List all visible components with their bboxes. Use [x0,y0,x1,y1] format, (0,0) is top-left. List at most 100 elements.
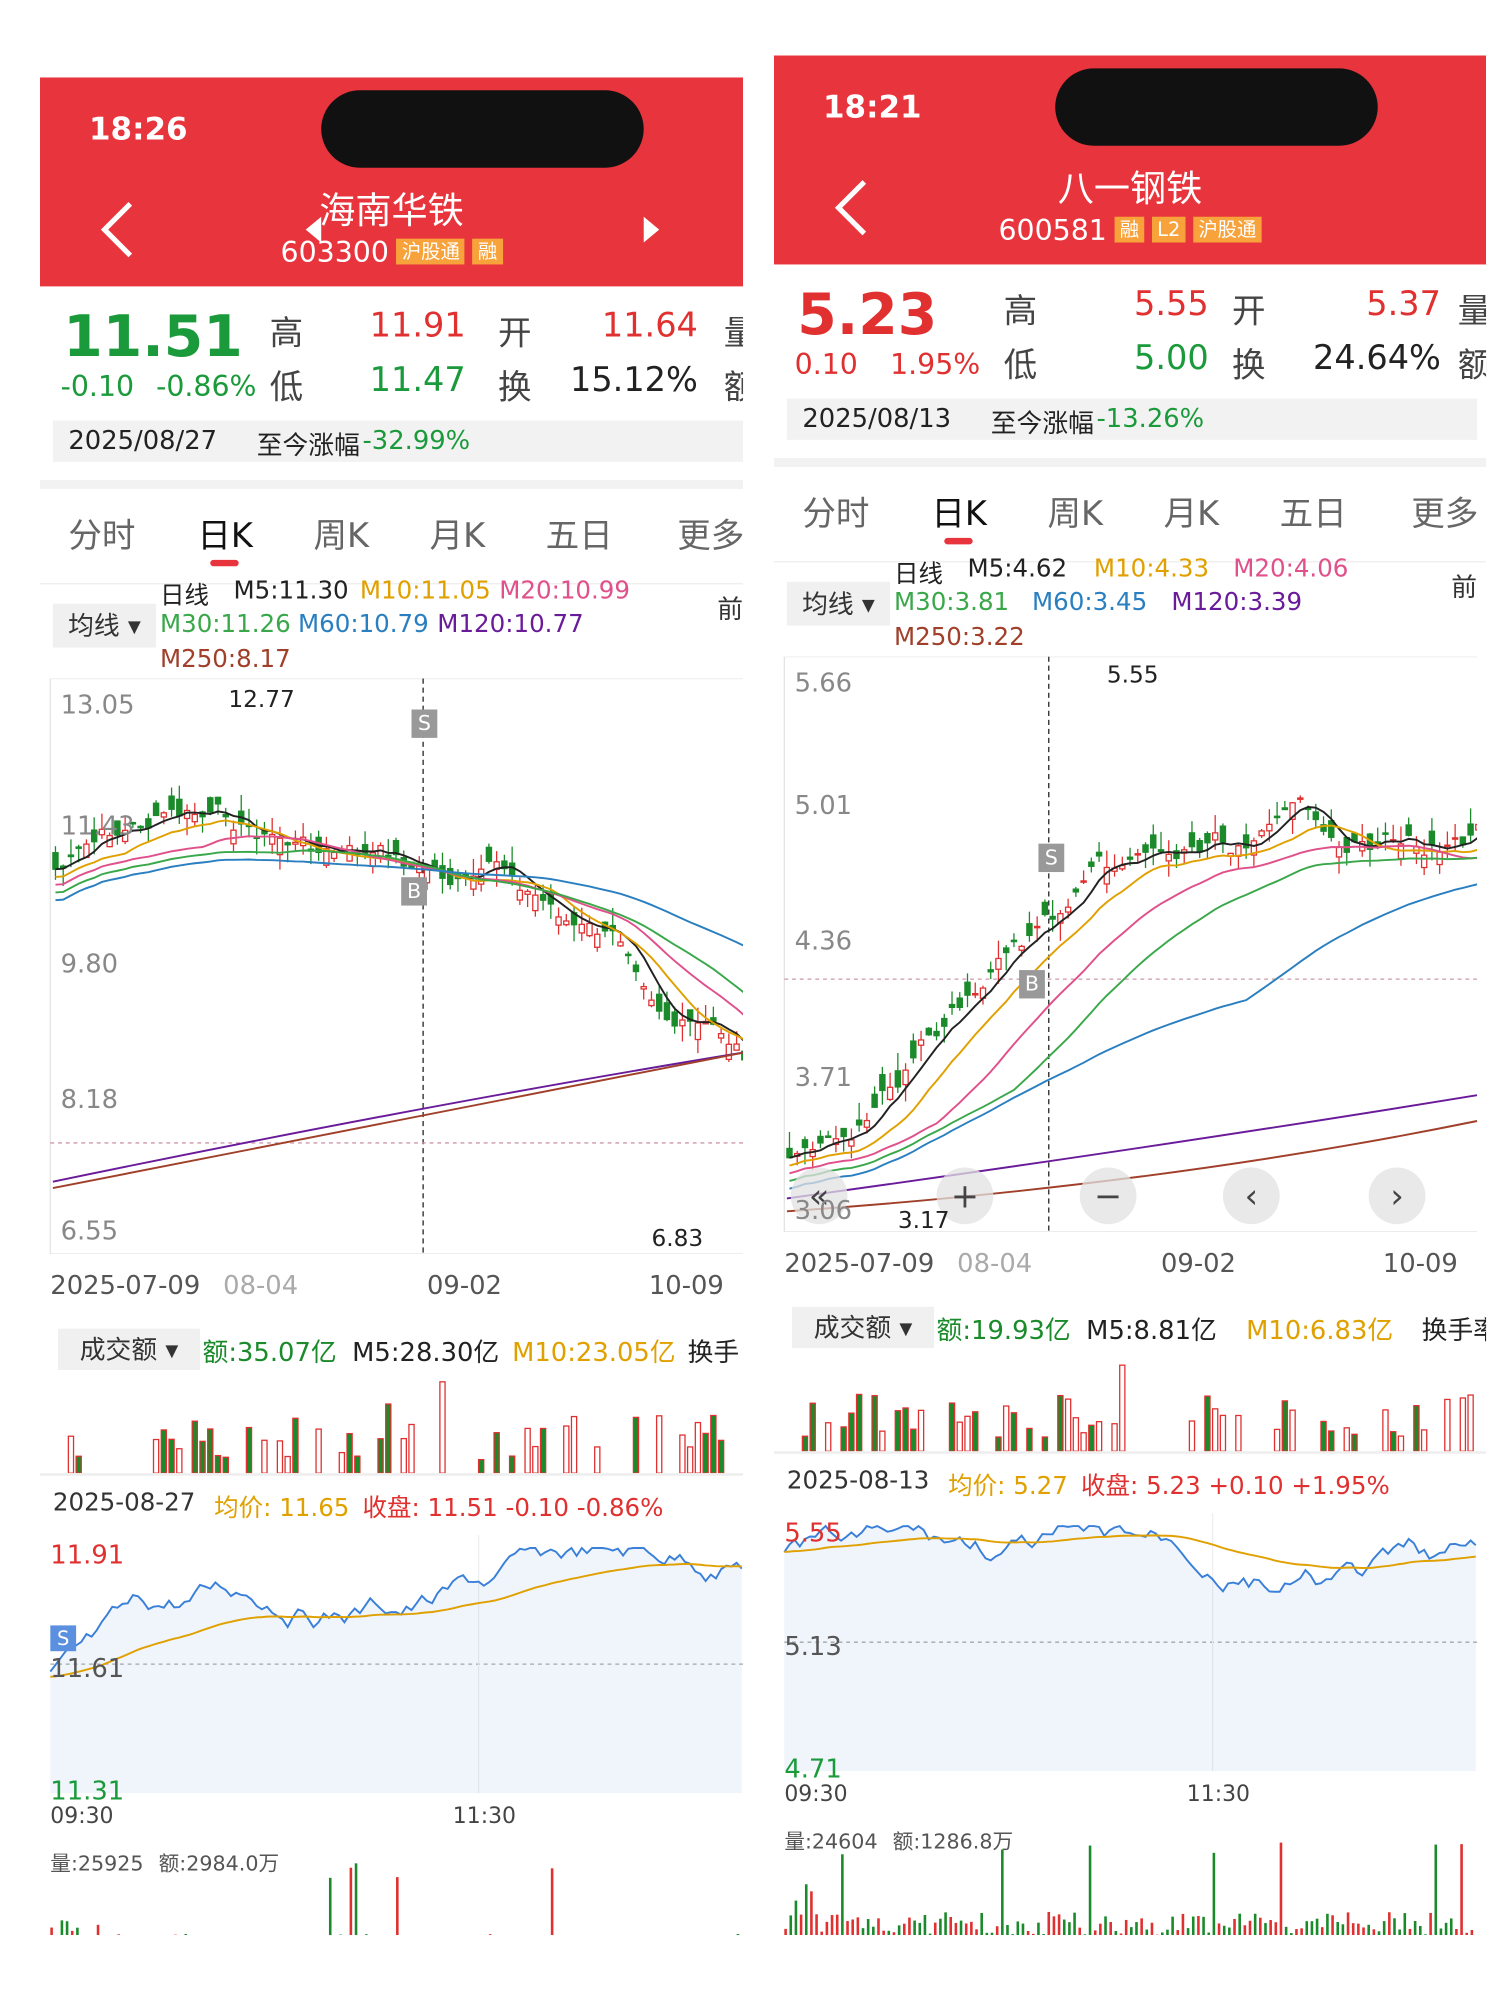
candle [1451,837,1459,840]
volume-selector[interactable]: 成交额 ▾ [792,1306,934,1349]
tab[interactable]: 月K [1163,495,1220,535]
volume-bar [315,1428,322,1474]
quote-value: 15.12% [569,361,698,400]
tab[interactable]: 月K [429,517,486,556]
volume-bar [1171,1916,1174,1936]
candle [276,837,284,856]
volume-bar [50,1927,53,1935]
intraday-avg: 均价: 11.65 [214,1493,350,1523]
volume-bar [887,1930,891,1936]
tab[interactable]: 五日 [1279,495,1347,535]
volume-bar [1444,1398,1451,1452]
tab-underline [210,559,239,567]
intraday-y-label: 11.61 [50,1652,125,1684]
prev-arrow [305,216,322,243]
tab[interactable]: 分时 [68,517,136,556]
volume-bar [1109,1922,1112,1936]
volume-bar [532,1445,539,1474]
volume-bar [594,1446,601,1474]
volume-bar [1186,1928,1190,1936]
volume-bar [1047,1911,1051,1936]
volume-bar [1351,1923,1355,1936]
volume-bar [1281,1400,1289,1452]
cum-label: 至今涨幅 [256,429,360,461]
volume-bar [1388,1912,1391,1936]
volume-bar [1145,1929,1149,1936]
cum-label: 至今涨幅 [990,407,1094,439]
intraday-amount: 额:1286.8万 [892,1829,1014,1854]
volume-legend-item: M10:23.05亿 [512,1336,676,1368]
back-arrow [100,201,133,258]
volume-bar [923,1915,927,1936]
volume-bar [866,1919,870,1936]
candle [1080,880,1087,883]
ma-legend-item: M60:3.45 [1032,588,1148,617]
chart-control-icon: « [809,1176,830,1215]
volume-legend-item: M5:28.30亿 [352,1336,500,1368]
candle [1405,824,1412,836]
separator [774,561,1487,563]
tab[interactable]: 周K [313,517,370,556]
volume-bar [970,1921,973,1936]
volume-bar [191,1420,199,1474]
volume-bar [524,1427,531,1474]
y-axis-label: 8.18 [60,1083,119,1115]
volume-selector[interactable]: 成交额 ▾ [58,1328,200,1370]
volume-bar [855,1393,863,1452]
volume-bar [354,1455,361,1474]
volume-bar [1264,1923,1267,1936]
tab[interactable]: 更多 [677,517,744,556]
candle [1033,925,1041,929]
volume-bar [1243,1925,1247,1936]
volume-bar [980,1912,983,1936]
tab[interactable]: 分时 [802,495,870,535]
volume-bar [1202,1916,1205,1936]
quote-value: 5.00 [1134,339,1209,378]
separator [39,479,744,489]
candle [446,867,454,886]
candle [987,969,994,973]
candle [1273,815,1281,819]
candle [886,1086,894,1101]
tab[interactable]: 更多 [1411,495,1479,535]
candle [632,964,640,973]
volume-bar [550,1868,554,1935]
candle [694,1022,702,1041]
ma-selector[interactable]: 均线 ▾ [52,603,157,648]
next-arrow [643,216,660,243]
low-note: 6.83 [651,1225,704,1253]
volume-bar [292,1417,299,1474]
candle [516,889,524,901]
ma-legend-item: M30:11.26 [159,610,291,639]
signal-marker: S [1038,843,1065,873]
quote-value: 11.47 [369,361,466,400]
tab[interactable]: 五日 [545,517,613,556]
chart-control-icon: ‹ [1245,1176,1258,1215]
volume-chart [801,1364,1474,1452]
low-note: 3.17 [897,1207,950,1235]
volume-bar [1095,1421,1103,1452]
tab[interactable]: 周K [1047,495,1104,535]
volume-bar [1217,1923,1221,1936]
tab[interactable]: 日K [931,495,987,535]
volume-bar [964,1415,971,1452]
y-axis-label: 6.55 [60,1215,119,1247]
quote-value: 24.64% [1313,339,1441,378]
quote-value: 5.55 [1134,285,1209,324]
volume-bar [1455,1928,1458,1936]
volume-bar [276,1440,284,1474]
volume-bar [846,1921,849,1936]
volume-bar [488,1934,492,1935]
ma-selector[interactable]: 均线 ▾ [786,581,891,626]
candle [145,818,152,829]
header-icons [100,201,660,258]
quote-value: 11.64 [601,307,698,346]
volume-bar [1099,1923,1102,1936]
tab[interactable]: 日K [197,517,253,556]
volume-bar [902,1407,909,1452]
volume-bar [1130,1927,1133,1936]
date-bar: 2025/08/13 至今涨幅 -13.26% [786,398,1478,440]
volume-bar [328,1877,332,1935]
ma-legend-item: M60:10.79 [297,610,429,639]
dynamic-island [321,90,644,168]
